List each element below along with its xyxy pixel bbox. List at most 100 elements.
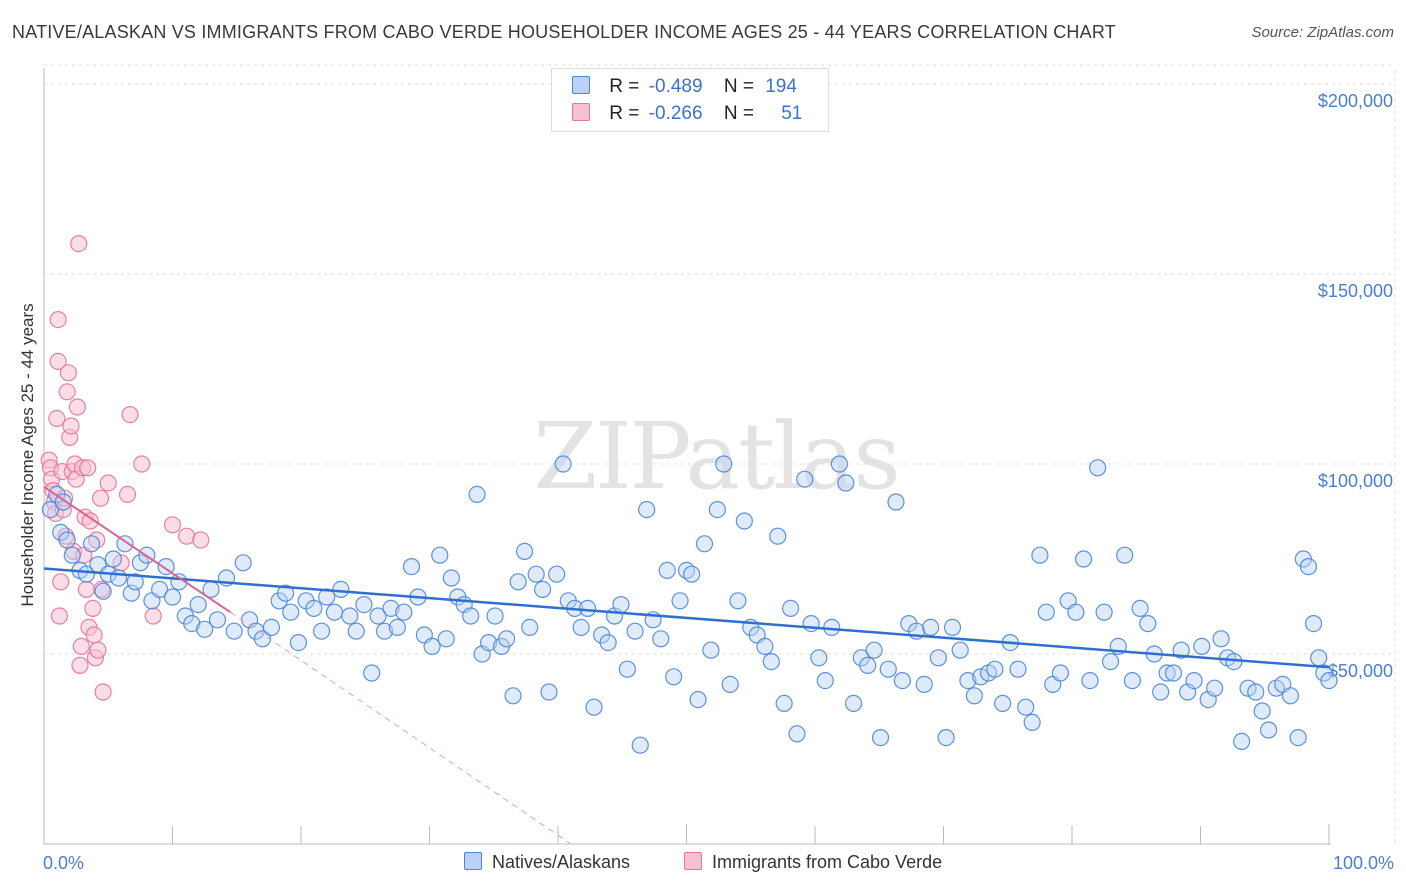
legend-row-cabo-verde: R = -0.266 N = 51 (572, 103, 802, 125)
natives-point (893, 671, 911, 690)
natives-point (388, 618, 406, 637)
natives-point (234, 554, 252, 572)
natives-point (196, 620, 214, 638)
natives-point (289, 633, 308, 652)
natives-point (721, 675, 739, 694)
natives-point (462, 607, 480, 625)
natives-point (585, 698, 603, 716)
cabo-verde-point (59, 364, 78, 382)
natives-point (1247, 683, 1265, 701)
natives-point (41, 501, 60, 519)
natives-point (104, 550, 122, 568)
chart-title: NATIVE/ALASKAN VS IMMIGRANTS FROM CABO V… (12, 22, 1116, 42)
natives-point (959, 671, 977, 690)
cabo-verde-point (163, 516, 182, 534)
natives-point (762, 652, 780, 671)
natives-point (695, 535, 714, 553)
cabo-verde-point (52, 573, 70, 591)
natives-point (1304, 614, 1323, 633)
cabo-verde-point (62, 417, 80, 435)
natives-point (1095, 603, 1113, 621)
natives-point (548, 565, 566, 583)
natives-point (1067, 603, 1085, 621)
natives-point (658, 561, 676, 580)
natives-point (1206, 679, 1224, 697)
natives-point (781, 599, 800, 618)
natives-point (109, 569, 128, 587)
natives-point (437, 630, 455, 648)
legend-label-cabo-verde: Immigrants from Cabo Verde (712, 852, 943, 872)
legend-n-label: N = (723, 76, 754, 97)
natives-point (486, 607, 504, 625)
natives-point (355, 595, 373, 614)
natives-point (332, 580, 350, 599)
natives-point (540, 683, 558, 701)
cabo-verde-point (121, 406, 139, 424)
natives-point (1185, 671, 1203, 690)
natives-point (1320, 671, 1338, 690)
cabo-verde-point (91, 489, 110, 507)
natives-point (312, 622, 331, 640)
natives-point (729, 592, 747, 610)
y-tick-label: $150,000 (1318, 281, 1393, 301)
natives-point (796, 470, 814, 488)
cabo-verde-trend-extension (230, 611, 572, 845)
natives-point (1212, 630, 1230, 648)
legend-row-natives: R = -0.489 N = 194 (572, 76, 797, 98)
legend-swatch-natives (464, 852, 482, 870)
natives-point (599, 633, 617, 652)
natives-point (1131, 599, 1149, 618)
cabo-verde-point (133, 455, 151, 473)
natives-point (652, 630, 670, 648)
natives-point (937, 728, 955, 747)
natives-point (708, 501, 726, 519)
natives-point (578, 599, 597, 618)
natives-point (527, 565, 545, 583)
natives-point (735, 512, 753, 530)
cabo-verde-point (58, 383, 76, 401)
natives-point (631, 736, 649, 754)
natives-point (468, 485, 486, 503)
natives-point (208, 611, 227, 629)
natives-point (1260, 721, 1278, 739)
natives-point (1101, 652, 1120, 671)
natives-point (871, 728, 890, 747)
grid-lines (44, 64, 1396, 844)
y-tick-label: $200,000 (1318, 91, 1393, 111)
legend-label-natives: Natives/Alaskans (492, 852, 631, 872)
natives-point (1139, 614, 1157, 633)
natives-point (423, 637, 441, 656)
cabo-verde-point (79, 459, 97, 477)
natives-point (1233, 732, 1251, 751)
natives-point (769, 527, 787, 545)
cabo-verde-point (99, 474, 117, 492)
natives-point (82, 535, 101, 553)
cabo-verde-point (68, 398, 87, 416)
natives-point (837, 474, 855, 492)
natives-point (689, 690, 707, 709)
legend-n-label: N = (723, 103, 754, 124)
natives-point (1253, 702, 1271, 720)
natives-point (347, 622, 365, 640)
natives-point (665, 668, 683, 686)
natives-point (810, 649, 828, 667)
natives-point (363, 664, 381, 682)
legend-swatch-cabo-verde (572, 103, 590, 121)
natives-point (572, 618, 590, 637)
natives-point (116, 535, 134, 553)
natives-point (865, 641, 883, 659)
natives-point (1158, 664, 1176, 682)
natives-point (276, 584, 295, 602)
cabo-verde-point (49, 352, 67, 370)
legend-r-label: R = (609, 76, 640, 97)
cabo-verde-point (77, 580, 96, 599)
natives-point (1123, 671, 1141, 690)
natives-point (1310, 649, 1328, 667)
natives-point (929, 649, 947, 667)
natives-point (887, 493, 905, 511)
correlation-legend: R = -0.489 N = 194 R = -0.266 N = 51 (551, 68, 829, 132)
natives-point (986, 660, 1004, 678)
cabo-verde-point (50, 607, 69, 625)
natives-point (802, 614, 820, 633)
